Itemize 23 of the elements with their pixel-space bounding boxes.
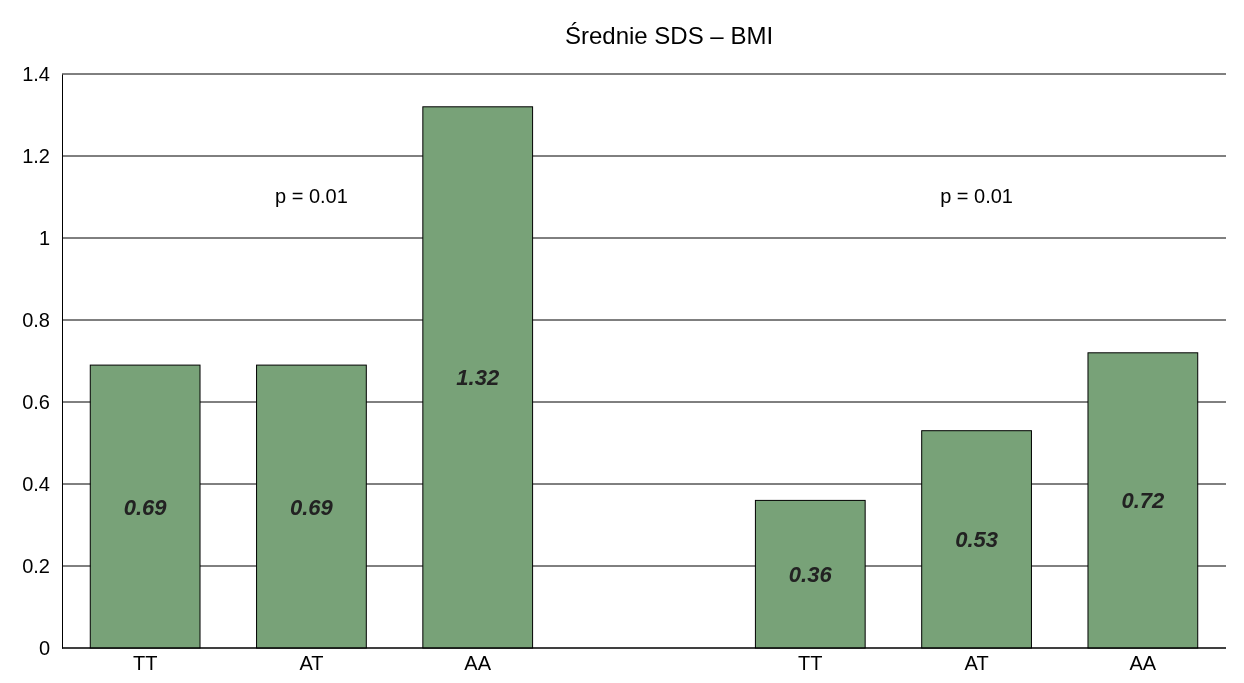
x-tick-label: TT bbox=[132, 652, 158, 675]
data-label: 0.72 bbox=[1121, 488, 1166, 514]
x-tick-label: AT bbox=[964, 652, 989, 675]
data-label: 0.36 bbox=[788, 562, 833, 588]
annotation: p = 0.01 bbox=[940, 185, 1013, 207]
y-tick-label: 1 bbox=[38, 226, 50, 249]
data-label: 1.32 bbox=[456, 365, 500, 391]
x-tick-label: AT bbox=[299, 652, 324, 675]
y-tick-label: 1.4 bbox=[22, 62, 50, 85]
data-label: 0.69 bbox=[290, 494, 334, 520]
x-tick-label: AA bbox=[464, 652, 492, 675]
annotation: p = 0.01 bbox=[275, 185, 348, 207]
data-label: 0.53 bbox=[955, 527, 998, 553]
x-tick-label: TT bbox=[798, 652, 823, 675]
data-label: 0.69 bbox=[123, 494, 168, 520]
chart-title: Średnie SDS – BMI bbox=[564, 22, 774, 49]
y-tick-label: 0.6 bbox=[22, 390, 50, 413]
y-tick-label: 0.8 bbox=[22, 308, 50, 331]
y-tick-label: 0 bbox=[38, 636, 50, 659]
y-tick-label: 0.2 bbox=[22, 554, 50, 577]
y-tick-label: 0.4 bbox=[22, 472, 50, 495]
y-tick-label: 1.2 bbox=[22, 144, 50, 167]
x-tick-label: AA bbox=[1129, 652, 1157, 675]
